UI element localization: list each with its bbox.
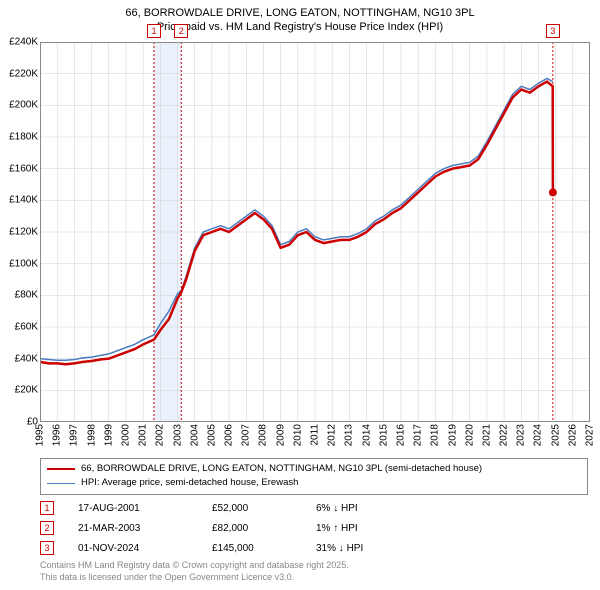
x-tick-label: 2003	[172, 424, 183, 446]
x-tick-label: 2016	[395, 424, 406, 446]
x-tick-label: 2026	[567, 424, 578, 446]
y-tick-label: £200K	[9, 100, 38, 111]
legend-label: 66, BORROWDALE DRIVE, LONG EATON, NOTTIN…	[81, 462, 482, 476]
y-tick-label: £100K	[9, 258, 38, 269]
y-tick-label: £60K	[15, 322, 38, 333]
event-delta: 31% ↓ HPI	[316, 543, 426, 554]
chart-container: 66, BORROWDALE DRIVE, LONG EATON, NOTTIN…	[0, 0, 600, 590]
table-row: 3 01-NOV-2024 £145,000 31% ↓ HPI	[40, 538, 426, 558]
x-tick-label: 1997	[69, 424, 80, 446]
x-tick-label: 2000	[120, 424, 131, 446]
x-tick-label: 2025	[550, 424, 561, 446]
y-tick-label: £120K	[9, 227, 38, 238]
y-tick-label: £80K	[15, 290, 38, 301]
x-tick-label: 2005	[206, 424, 217, 446]
x-tick-label: 2013	[344, 424, 355, 446]
footer-line1: Contains HM Land Registry data © Crown c…	[40, 560, 349, 572]
legend: 66, BORROWDALE DRIVE, LONG EATON, NOTTIN…	[40, 458, 588, 495]
y-tick-label: £20K	[15, 385, 38, 396]
x-tick-label: 2019	[447, 424, 458, 446]
chart-title-line2: Price paid vs. HM Land Registry's House …	[0, 20, 600, 34]
x-tick-label: 2022	[499, 424, 510, 446]
chart-title-block: 66, BORROWDALE DRIVE, LONG EATON, NOTTIN…	[0, 0, 600, 35]
chart-event-marker: 2	[174, 24, 188, 38]
y-tick-label: £180K	[9, 132, 38, 143]
table-row: 1 17-AUG-2001 £52,000 6% ↓ HPI	[40, 498, 426, 518]
event-date: 21-MAR-2003	[78, 523, 188, 534]
y-tick-label: £0	[27, 417, 38, 428]
x-tick-label: 2014	[361, 424, 372, 446]
event-date: 17-AUG-2001	[78, 503, 188, 514]
x-tick-label: 2002	[155, 424, 166, 446]
chart-event-marker: 3	[546, 24, 560, 38]
legend-item: 66, BORROWDALE DRIVE, LONG EATON, NOTTIN…	[47, 462, 581, 476]
legend-swatch-price	[47, 468, 75, 470]
y-tick-label: £140K	[9, 195, 38, 206]
chart-title-line1: 66, BORROWDALE DRIVE, LONG EATON, NOTTIN…	[0, 6, 600, 20]
x-tick-label: 2027	[585, 424, 596, 446]
x-tick-label: 2006	[224, 424, 235, 446]
x-tick-label: 1996	[52, 424, 63, 446]
x-tick-label: 1999	[103, 424, 114, 446]
event-delta: 1% ↑ HPI	[316, 523, 426, 534]
y-tick-label: £40K	[15, 353, 38, 364]
event-marker-box: 2	[40, 521, 54, 535]
event-marker-box: 1	[40, 501, 54, 515]
x-tick-label: 2024	[533, 424, 544, 446]
x-tick-label: 2011	[310, 424, 321, 446]
x-tick-label: 2018	[430, 424, 441, 446]
footer-line2: This data is licensed under the Open Gov…	[40, 572, 349, 584]
table-row: 2 21-MAR-2003 £82,000 1% ↑ HPI	[40, 518, 426, 538]
x-tick-label: 2020	[464, 424, 475, 446]
x-tick-label: 2008	[258, 424, 269, 446]
plot-svg	[40, 42, 590, 422]
event-date: 01-NOV-2024	[78, 543, 188, 554]
x-tick-label: 2009	[275, 424, 286, 446]
x-tick-label: 2001	[138, 424, 149, 446]
event-delta: 6% ↓ HPI	[316, 503, 426, 514]
event-marker-box: 3	[40, 541, 54, 555]
legend-swatch-hpi	[47, 483, 75, 484]
x-tick-label: 2007	[241, 424, 252, 446]
x-tick-label: 2017	[413, 424, 424, 446]
x-tick-label: 1998	[86, 424, 97, 446]
event-price: £52,000	[212, 503, 292, 514]
y-tick-label: £220K	[9, 68, 38, 79]
x-tick-label: 2004	[189, 424, 200, 446]
legend-item: HPI: Average price, semi-detached house,…	[47, 476, 581, 490]
x-tick-label: 2015	[378, 424, 389, 446]
chart-event-marker: 1	[147, 24, 161, 38]
x-tick-label: 2023	[516, 424, 527, 446]
events-table: 1 17-AUG-2001 £52,000 6% ↓ HPI 2 21-MAR-…	[40, 498, 426, 558]
x-tick-label: 2010	[292, 424, 303, 446]
x-tick-label: 2021	[481, 424, 492, 446]
legend-label: HPI: Average price, semi-detached house,…	[81, 476, 298, 490]
footer: Contains HM Land Registry data © Crown c…	[40, 560, 349, 583]
event-price: £145,000	[212, 543, 292, 554]
y-tick-label: £160K	[9, 163, 38, 174]
y-tick-label: £240K	[9, 37, 38, 48]
event-price: £82,000	[212, 523, 292, 534]
x-tick-label: 2012	[327, 424, 338, 446]
plot-area: 1995199619971998199920002001200220032004…	[40, 42, 590, 422]
